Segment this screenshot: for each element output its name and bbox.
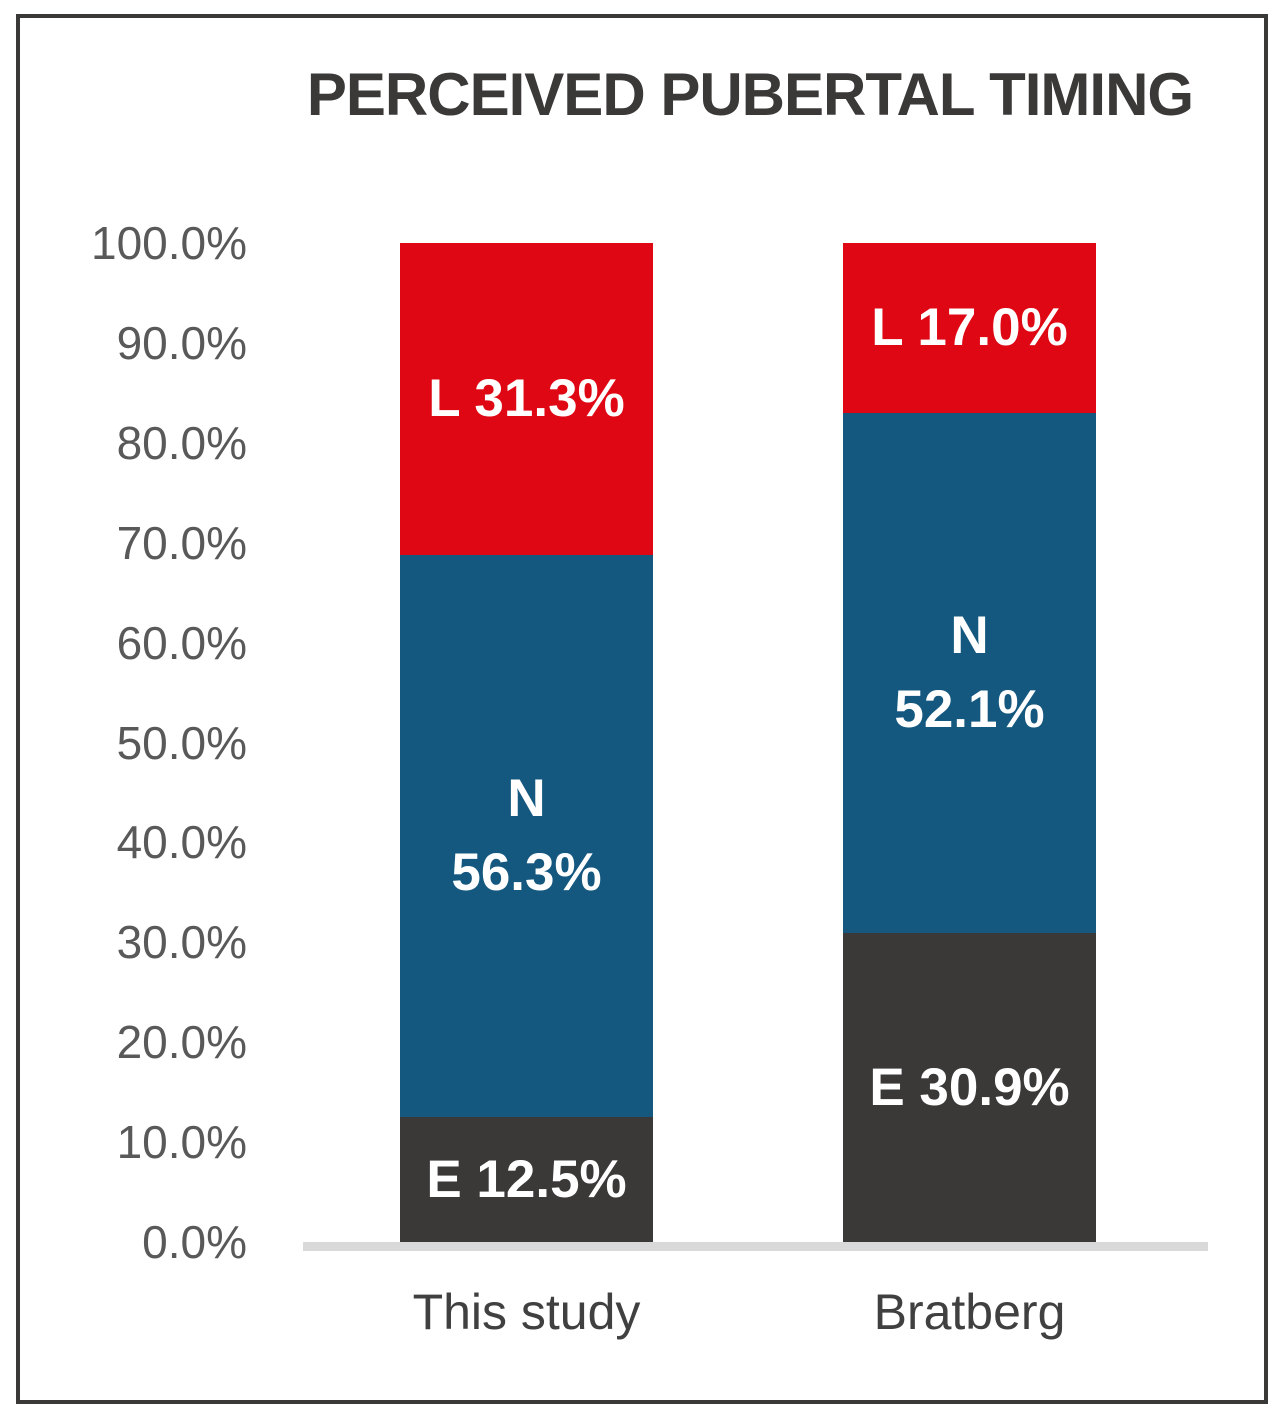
y-axis-tick-label: 10.0% (116, 1116, 247, 1169)
bar-segment-E: E 30.9% (843, 933, 1096, 1242)
y-axis-tick-label: 30.0% (116, 916, 247, 969)
y-axis-tick-label: 80.0% (116, 416, 247, 469)
y-axis-tick-label: 100.0% (90, 217, 247, 269)
bar-segment-N: N 56.3% (400, 555, 653, 1118)
chart-title: PERCEIVED PUBERTAL TIMING (306, 61, 1194, 128)
segment-data-label: E 12.5% (426, 1149, 627, 1209)
segment-data-label: 52.1% (894, 680, 1045, 740)
bar-segment-E: E 12.5% (400, 1117, 653, 1242)
segment-data-label: L 31.3% (428, 369, 625, 429)
y-axis-tick-label: 50.0% (116, 716, 247, 769)
y-axis-tick-label: 90.0% (116, 316, 247, 369)
x-axis-baseline (303, 1242, 1208, 1251)
stacked-bar: E 30.9% N 52.1% L 17.0% (843, 243, 1096, 1242)
segment-data-label: E 30.9% (869, 1057, 1070, 1117)
y-axis-tick-label: 40.0% (116, 816, 247, 869)
segment-data-label: L 17.0% (871, 297, 1068, 357)
y-axis-tick-label: 70.0% (116, 516, 247, 569)
bar-segment-L: L 17.0% (843, 243, 1096, 413)
y-axis-tick-label: 20.0% (116, 1016, 247, 1069)
bar-segment-N: N 52.1% (843, 412, 1096, 934)
x-axis-category-label: This study (412, 1284, 641, 1340)
segment-data-label: 56.3% (451, 843, 602, 903)
y-axis-tick-label: 60.0% (116, 616, 247, 669)
segment-data-label: N (950, 606, 989, 666)
x-axis-category-label: Bratberg (873, 1284, 1066, 1340)
stacked-bar: E 12.5% N 56.3% L 31.3% (400, 243, 653, 1242)
bar-segment-L: L 31.3% (400, 243, 653, 556)
segment-data-label: N (507, 769, 546, 829)
y-axis-tick-label: 0.0% (142, 1216, 247, 1268)
